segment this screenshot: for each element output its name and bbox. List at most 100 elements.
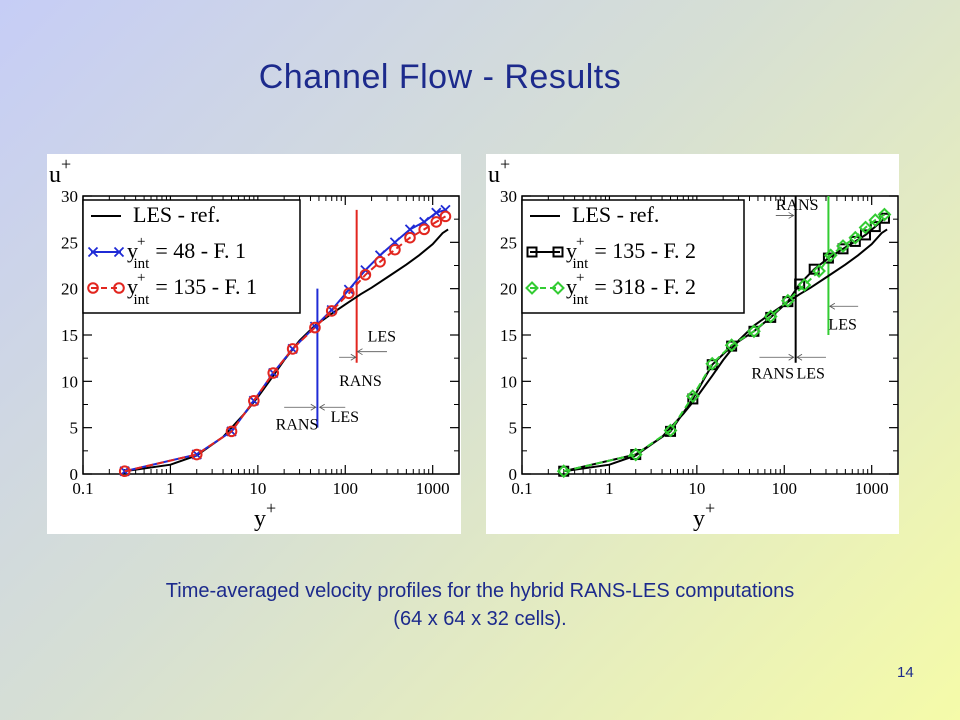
chart-panel-right: 0 5 10 15 20 25 30 0.1 1 10 100 1000 u+ y+ RANS LES RANS… [486,154,899,534]
legend-label: = 48 - F. 1 [155,238,246,263]
data-point [724,338,739,353]
y-tick-label: 15 [500,326,517,345]
data-point [780,293,795,308]
chart-panel-left: 0 5 10 15 20 25 30 0.1 1 10 100 1000 u+ y+ RANS LES RANS… [47,154,461,534]
legend-label: = 135 - F. 2 [594,238,696,263]
data-point [860,229,872,241]
annotation-label: LES [368,328,396,345]
legend-item-0: LES - ref. [91,202,220,227]
legend-marker [113,246,125,258]
legend-marker [552,246,564,258]
slide-title: Channel Flow - Results [258,58,622,96]
annotation-label: RANS [339,373,382,390]
legend: LES - ref.y+ int= 48 - F. 1y+ int= 135 - F… [82,199,301,314]
data-point [877,207,892,222]
legend-label: = 135 - F. 1 [155,274,257,299]
data-point [848,230,863,245]
legend-marker [551,281,565,295]
legend-yint-base: y [566,238,577,263]
data-point [663,423,678,438]
x-axis-label-sup: + [705,498,715,518]
data-point [225,425,238,438]
annotation-arrowhead [350,353,357,361]
legend-yint-sub: int [572,256,589,272]
legend-yint-sup: + [137,270,145,286]
x-tick-label: 0.1 [511,479,532,498]
legend-yint-sub: int [572,292,589,308]
y-axis-label-sup: + [500,154,510,174]
data-point [439,210,452,223]
x-tick-label: 10 [688,479,705,498]
x-tick-label: 1 [605,479,614,498]
data-point [325,305,338,317]
y-tick-label: 5 [509,419,518,438]
data-point [267,367,280,379]
data-point [868,213,883,228]
y-tick-label: 0 [70,465,79,484]
data-point [389,243,401,256]
y-tick-label: 10 [61,372,78,391]
legend-yint-sup: + [137,234,145,250]
legend-item-2: y+ int = 318 - F. 2 [525,270,696,308]
y-axis-label-base: u [488,162,500,188]
data-point [705,356,720,371]
legend-yint-base: y [566,274,577,299]
y-axis-label: u+ [488,154,510,188]
data-point [118,465,131,478]
x-tick-label: 1000 [855,479,889,498]
annotation-arrowhead [829,302,836,310]
series-2 [118,210,452,478]
annotation-arrowhead [796,353,803,361]
legend-yint-sup: + [576,270,584,286]
legend-marker [87,282,99,294]
y-tick-label: 0 [509,465,518,484]
legend-box [82,199,301,314]
data-point [309,321,321,334]
series-2 [556,207,892,479]
x-axis-label: y+ [693,498,715,532]
annotation-arrowhead [788,353,795,361]
legend-marker [113,282,125,294]
data-point [763,309,778,324]
legend-label-group: y+ int = 48 - F. 1 [127,234,246,272]
y-tick-label: 25 [61,233,78,252]
legend-yint-sup: + [576,234,584,250]
legend-yint-sub: int [133,292,150,308]
legend-label: LES - ref. [572,202,659,227]
x-tick-label: 1 [166,479,175,498]
annotation-label: RANS [751,366,794,383]
legend-item-1: y+ int = 135 - F. 2 [526,234,696,272]
slide-caption: Time-averaged velocity profiles for the … [40,577,920,633]
x-tick-label: 0.1 [72,479,93,498]
legend-marker [525,281,539,295]
legend-yint-sub: int [133,256,150,272]
annotation-arrowhead [788,212,795,219]
data-point [343,287,355,300]
legend-yint-base: y [127,274,138,299]
y-tick-label: 15 [61,326,78,345]
legend-label-group: y+ int = 135 - F. 2 [566,234,696,272]
legend-label-group: y+ int = 135 - F. 1 [127,270,257,308]
data-point [823,248,838,263]
data-point [404,224,416,235]
data-point [374,255,386,268]
annotation-label: RANS [776,197,819,214]
y-tick-label: 10 [500,372,517,391]
annotation-arrowhead [356,348,363,356]
data-point [286,343,299,355]
y-axis-label: u+ [49,154,71,188]
legend-item-0: LES - ref. [530,202,659,227]
data-point [556,464,571,479]
legend-label: LES - ref. [133,202,220,227]
data-point [404,231,416,244]
x-axis-label: y+ [254,498,276,532]
y-tick-label: 25 [500,233,517,252]
caption-line-1: Time-averaged velocity profiles for the … [165,580,795,602]
data-point [685,389,700,404]
y-tick-label: 5 [70,419,79,438]
legend-item-2: y+ int = 135 - F. 1 [87,270,257,308]
data-point [248,394,260,407]
data-point [747,324,761,339]
